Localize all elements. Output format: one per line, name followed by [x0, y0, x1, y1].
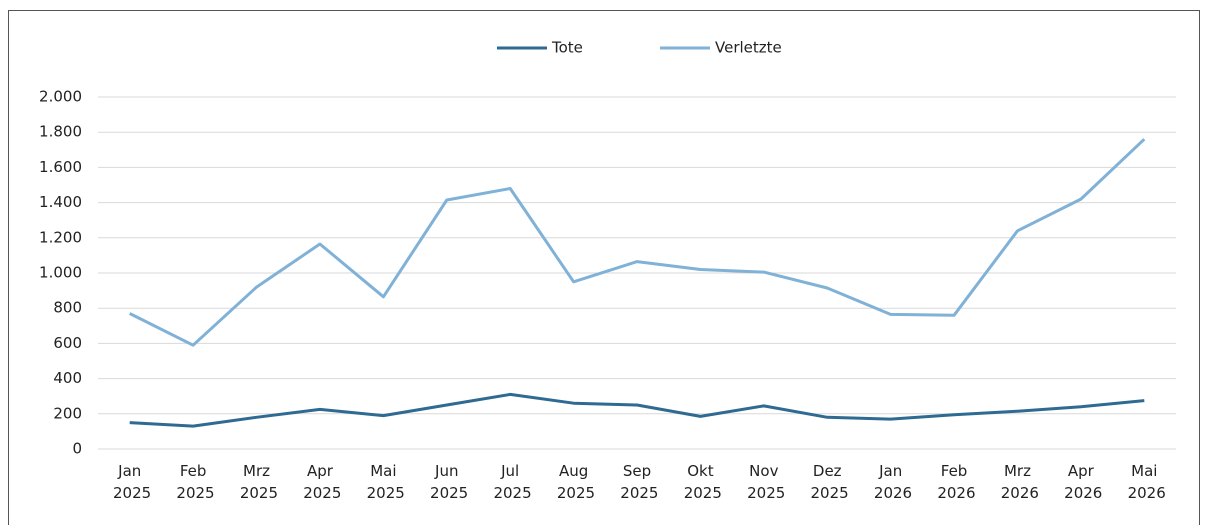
legend-label: Tote: [551, 39, 583, 57]
line-series: [129, 138, 1146, 347]
x-tick-label: Mai 2025: [362, 462, 405, 502]
y-tick-label: 1.800: [39, 123, 82, 141]
x-tick-label: Nov 2025: [742, 462, 785, 502]
y-tick-label: 600: [53, 334, 82, 352]
y-tick-label: 2.000: [39, 88, 82, 106]
chart-frame: [8, 10, 1200, 525]
x-tick-label: Aug 2025: [552, 462, 595, 502]
x-tick-label: Apr 2025: [298, 462, 341, 502]
x-tick-label: Jul 2025: [489, 462, 532, 502]
x-tick-label: Mrz 2025: [235, 462, 278, 502]
x-tick-label: Mrz 2026: [996, 462, 1039, 502]
x-tick-label: Dez 2025: [806, 462, 849, 502]
y-tick-label: 1.400: [39, 193, 82, 211]
legend-label: Verletzte: [715, 39, 782, 57]
x-tick-label: Jan 2026: [869, 462, 912, 502]
x-tick-label: Mai 2026: [1123, 462, 1166, 502]
x-tick-label: Apr 2026: [1059, 462, 1102, 502]
x-tick-label: Feb 2025: [172, 462, 215, 502]
y-tick-label: 400: [53, 369, 82, 387]
x-tick-label: Jun 2025: [425, 462, 468, 502]
y-tick-label: 1.200: [39, 228, 82, 246]
y-tick-label: 200: [53, 404, 82, 422]
y-tick-label: 800: [53, 299, 82, 317]
x-tick-label: Okt 2025: [679, 462, 722, 502]
x-tick-label: Feb 2026: [933, 462, 976, 502]
y-tick-label: 0: [72, 440, 82, 458]
y-tick-label: 1.000: [39, 264, 82, 282]
x-tick-label: Sep 2025: [616, 462, 659, 502]
line-series: [129, 392, 1145, 428]
x-tick-label: Jan 2025: [108, 462, 151, 502]
y-tick-label: 1.600: [39, 158, 82, 176]
